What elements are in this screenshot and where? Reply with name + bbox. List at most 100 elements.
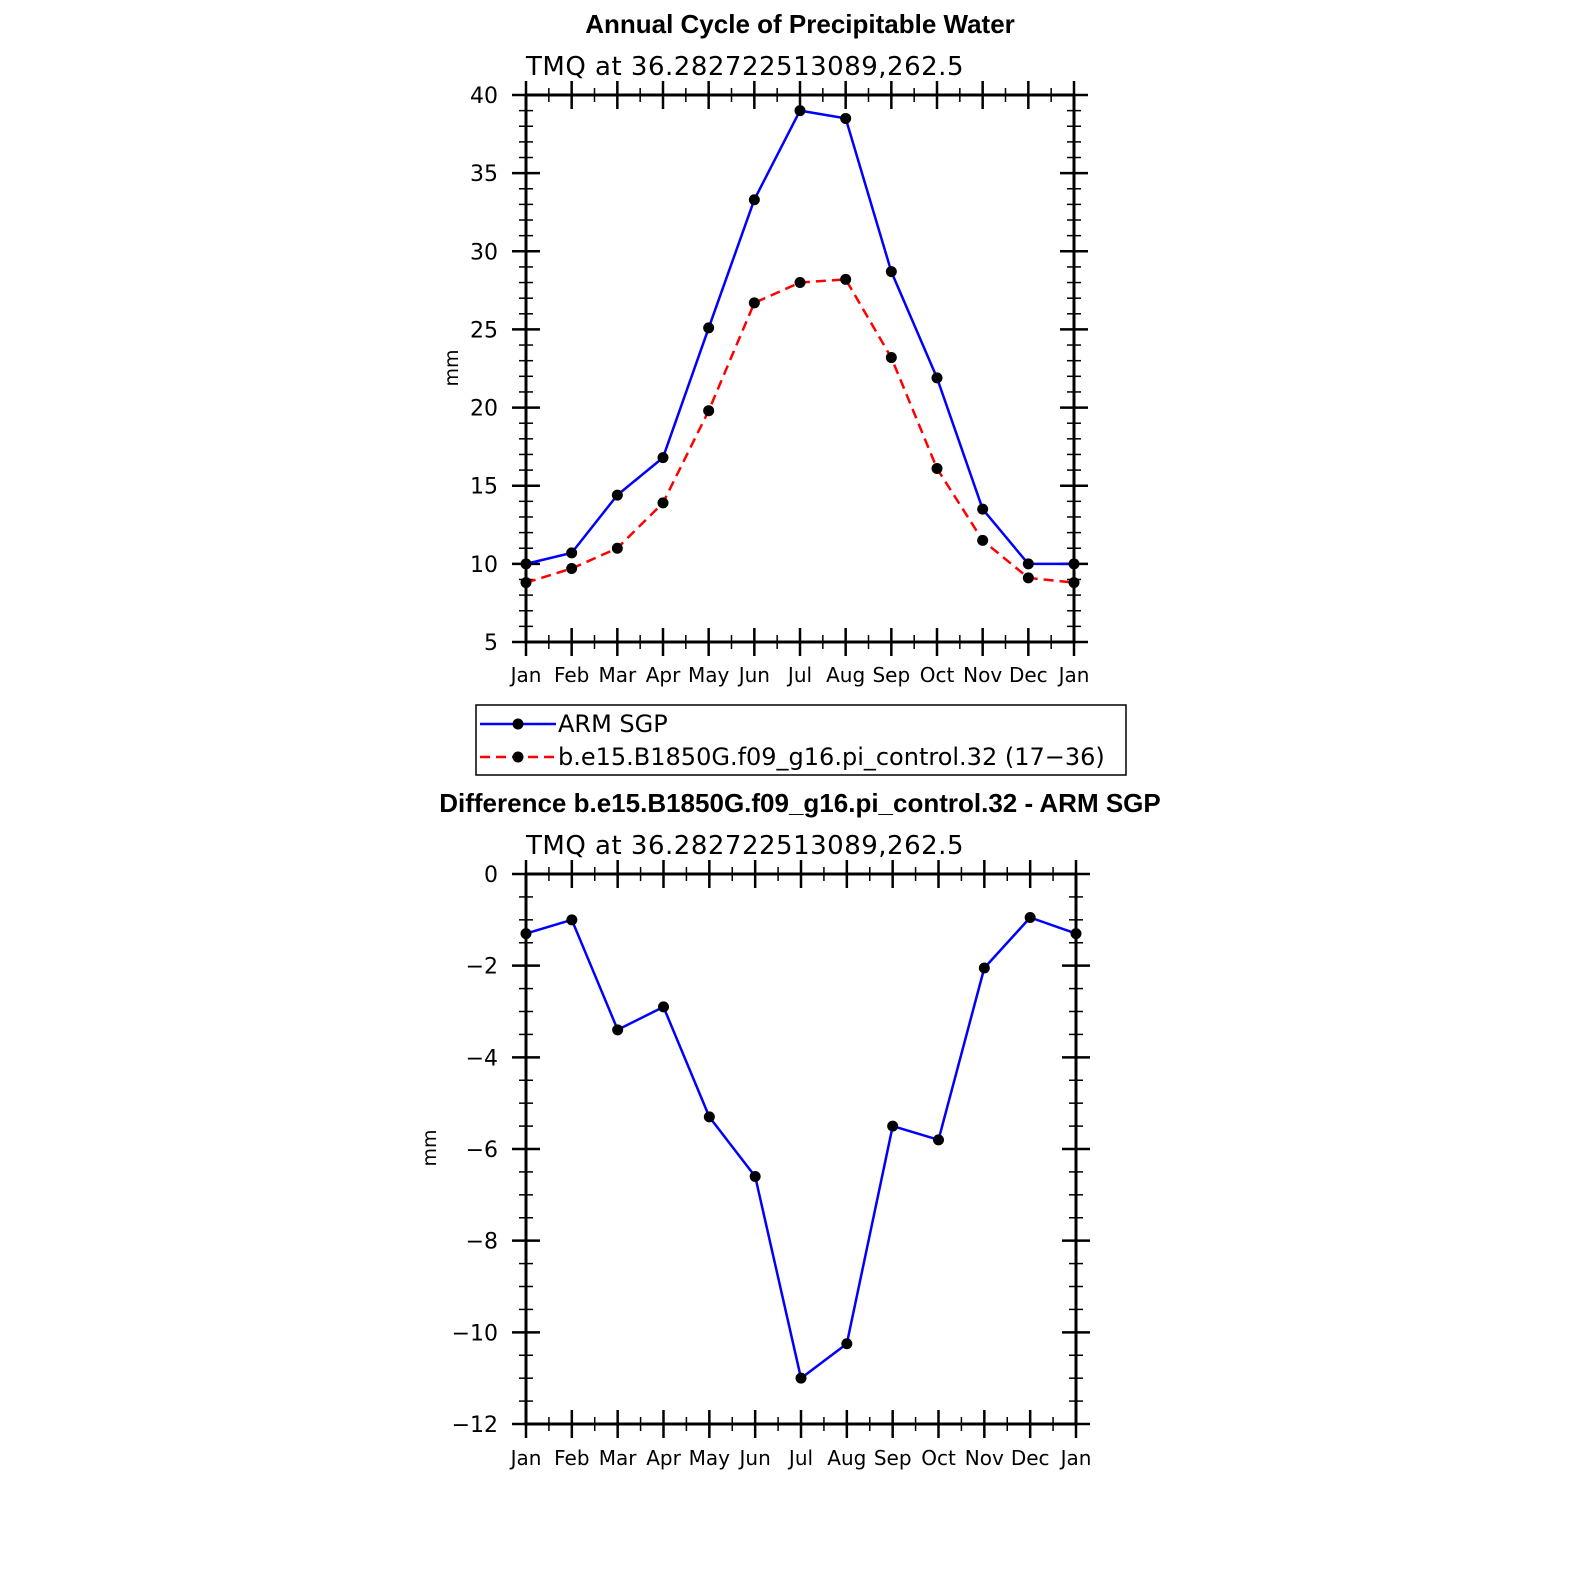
series-line-0 <box>525 916 1077 1380</box>
x-tick-label: Jan <box>1059 1446 1092 1470</box>
panel1-y-tick-labels: 5 10 15 20 25 30 35 40 <box>470 84 498 656</box>
x-tick-label: Jun <box>738 1446 771 1470</box>
y-tick-label: 35 <box>470 162 498 187</box>
series-0-point <box>1022 558 1034 570</box>
x-tick-label: Jan <box>509 1446 542 1470</box>
y-tick-label: −4 <box>466 1046 498 1071</box>
y-tick-label: 25 <box>470 318 498 343</box>
series-1-point <box>840 273 852 285</box>
x-tick-label: Feb <box>554 663 589 687</box>
series-0-point <box>887 1120 899 1132</box>
series-0-point <box>703 1111 715 1123</box>
y-tick-label: 10 <box>470 553 498 578</box>
series-0-point <box>658 1001 669 1013</box>
y-tick-label: −6 <box>466 1138 498 1163</box>
panel1-x-tick-labels: Jan Feb Mar Apr May Jun Jul Aug Sep Oct Nov Dec Jan <box>509 663 1090 687</box>
series-0-point <box>611 489 623 501</box>
panel1-ticks <box>512 81 1088 656</box>
x-tick-label: Jun <box>737 663 770 687</box>
x-tick-label: Dec <box>1009 663 1048 687</box>
series-0-point <box>977 503 989 515</box>
series-0-point <box>657 452 669 464</box>
y-tick-label: 15 <box>470 475 498 500</box>
x-tick-label: Jul <box>787 1446 813 1470</box>
x-tick-label: Sep <box>874 1446 912 1470</box>
series-0-point <box>1024 912 1036 924</box>
series-0-point <box>612 1024 624 1036</box>
x-tick-label: May <box>688 663 730 687</box>
y-tick-label: 0 <box>484 863 498 888</box>
series-1-point <box>657 497 669 509</box>
panel2-frame <box>524 872 1078 1426</box>
series-0-point <box>931 372 943 384</box>
difference-panel: Difference b.e15.B1850G.f09_g16.pi_contr… <box>419 788 1161 1470</box>
y-tick-label: −8 <box>466 1230 498 1255</box>
x-tick-label: Mar <box>599 1446 638 1470</box>
legend-item-model: b.e15.B1850G.f09_g16.pi_control.32 (17−3… <box>480 743 1105 771</box>
legend-marker-arm-sgp <box>512 718 524 730</box>
x-tick-label: Nov <box>963 663 1002 687</box>
x-tick-label: Nov <box>965 1446 1004 1470</box>
panel1-ylabel: mm <box>441 349 463 386</box>
series-line-1 <box>525 278 1075 584</box>
series-1-point <box>931 463 943 475</box>
y-tick-label: 30 <box>470 240 498 265</box>
series-0-point <box>933 1134 944 1146</box>
series-1-point <box>703 405 715 417</box>
series-0-point <box>748 194 760 206</box>
panel2-x-tick-labels: Jan Feb Mar Apr May Jun Jul Aug Sep Oct Nov Dec Jan <box>509 1446 1092 1470</box>
panel1-subtitle: TMQ at 36.282722513089,262.5 <box>525 52 964 82</box>
series-1-point <box>885 352 897 364</box>
x-tick-label: Aug <box>827 1446 866 1470</box>
panel2-ylabel: mm <box>419 1129 441 1166</box>
x-tick-label: Aug <box>826 663 865 687</box>
series-1-point <box>611 542 623 554</box>
panel1-frame <box>524 93 1076 644</box>
y-tick-label: 5 <box>484 631 498 656</box>
legend-item-arm-sgp: ARM SGP <box>480 710 668 738</box>
series-0-point <box>749 1171 761 1182</box>
x-tick-label: Jul <box>786 663 812 687</box>
x-tick-label: Dec <box>1011 1446 1050 1470</box>
series-0-point <box>841 1338 853 1350</box>
panel2-subtitle: TMQ at 36.282722513089,262.5 <box>525 831 964 861</box>
series-0-point <box>703 322 715 334</box>
x-tick-label: Oct <box>920 663 955 687</box>
y-tick-label: −2 <box>466 955 498 980</box>
series-0-point <box>794 105 806 117</box>
legend: ARM SGP b.e15.B1850G.f09_g16.pi_control.… <box>475 704 1127 776</box>
panel2-series <box>520 912 1082 1384</box>
series-0-point <box>885 266 897 278</box>
x-tick-label: Apr <box>646 1446 681 1470</box>
panel2-y-tick-labels: −12 −10 −8 −6 −4 −2 0 <box>452 863 498 1438</box>
x-tick-label: Jan <box>509 663 542 687</box>
series-1-point <box>1022 572 1034 584</box>
x-tick-label: Oct <box>921 1446 956 1470</box>
x-tick-label: Apr <box>646 663 681 687</box>
series-1-point <box>794 277 806 289</box>
series-0-point <box>795 1372 807 1384</box>
legend-marker-model <box>512 751 524 763</box>
series-0-point <box>978 962 990 974</box>
y-tick-label: −10 <box>452 1321 498 1346</box>
series-1-point <box>977 534 989 546</box>
panel2-title: Difference b.e15.B1850G.f09_g16.pi_contr… <box>439 788 1161 818</box>
series-line-0 <box>525 109 1074 566</box>
series-0-point <box>566 914 578 926</box>
legend-box <box>475 704 1127 776</box>
y-tick-label: −12 <box>452 1413 498 1438</box>
y-tick-label: 20 <box>470 397 498 422</box>
x-tick-label: May <box>689 1446 731 1470</box>
series-0-point <box>840 112 852 124</box>
series-1-point <box>748 297 760 309</box>
x-tick-label: Mar <box>598 663 637 687</box>
x-tick-label: Jan <box>1057 663 1090 687</box>
annual-cycle-panel: Annual Cycle of Precipitable Water TMQ a… <box>441 9 1089 687</box>
legend-label-arm-sgp: ARM SGP <box>558 710 668 738</box>
x-tick-label: Sep <box>872 663 910 687</box>
legend-label-model: b.e15.B1850G.f09_g16.pi_control.32 (17−3… <box>558 743 1105 771</box>
panel1-title: Annual Cycle of Precipitable Water <box>585 9 1015 39</box>
series-1-point <box>566 563 578 575</box>
y-tick-label: 40 <box>470 84 498 109</box>
